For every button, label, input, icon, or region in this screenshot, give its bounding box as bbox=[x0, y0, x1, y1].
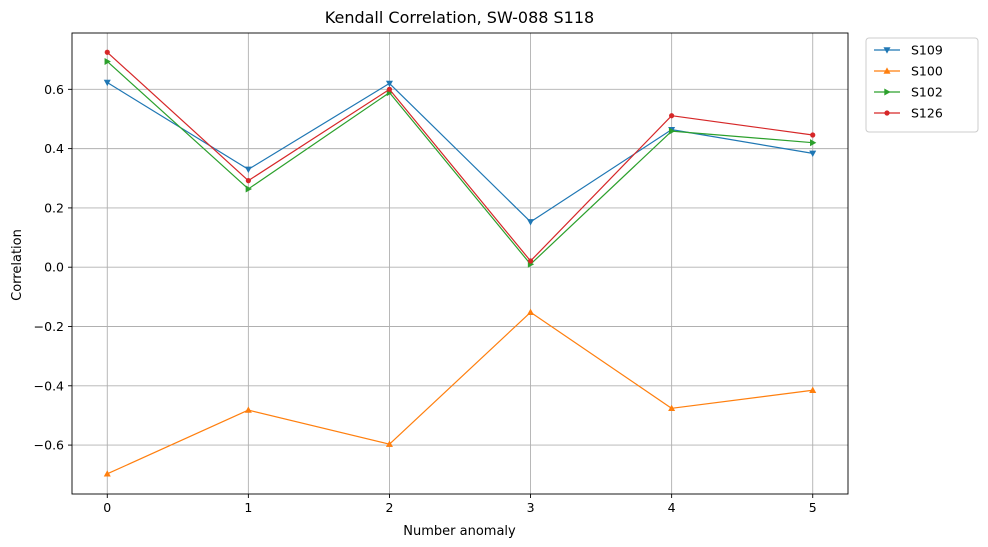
legend-label-s102: S102 bbox=[911, 85, 943, 100]
y-tick-label: −0.6 bbox=[34, 438, 64, 453]
y-tick-label: −0.2 bbox=[34, 319, 64, 334]
x-tick-label: 2 bbox=[385, 500, 393, 515]
data-point-s102 bbox=[245, 185, 252, 193]
data-point-s109 bbox=[527, 219, 535, 226]
x-axis-label: Number anomaly bbox=[403, 524, 516, 539]
data-point-s109 bbox=[244, 166, 252, 173]
data-point-s102 bbox=[668, 127, 676, 135]
legend-item-s126: S126 bbox=[874, 106, 943, 121]
data-point-s109 bbox=[103, 79, 111, 87]
legend: S109 S100 S102 S126 bbox=[865, 37, 979, 133]
series-s126 bbox=[104, 49, 816, 264]
legend-marker-s102 bbox=[884, 88, 891, 96]
legend-marker-s109 bbox=[883, 47, 891, 54]
y-tick-label: 0.6 bbox=[44, 82, 64, 97]
x-tick-label: 0 bbox=[103, 500, 111, 515]
data-point-s100 bbox=[385, 440, 393, 447]
legend-item-s109: S109 bbox=[874, 43, 943, 58]
legend-marker-s100 bbox=[883, 67, 891, 74]
x-tick-label: 5 bbox=[809, 500, 817, 515]
data-point-s126 bbox=[104, 49, 110, 55]
plot-frame bbox=[71, 32, 849, 495]
data-point-s100 bbox=[103, 470, 111, 477]
data-point-s100 bbox=[809, 386, 817, 393]
y-tick-label: 0.4 bbox=[44, 141, 64, 156]
series-s109 bbox=[103, 79, 817, 226]
x-tick-label: 1 bbox=[244, 500, 252, 515]
data-point-s109 bbox=[809, 150, 817, 157]
axis-ticks: 0 1 2 3 4 5 −0.6 −0.4 −0.2 0.0 0.2 0.4 0.6 bbox=[34, 82, 817, 515]
data-point-s126 bbox=[245, 178, 251, 184]
data-point-s100 bbox=[244, 406, 252, 413]
legend-item-s100: S100 bbox=[874, 64, 943, 79]
legend-item-s102: S102 bbox=[874, 85, 943, 100]
y-axis-label: Correlation bbox=[10, 229, 25, 301]
series-line-s102 bbox=[106, 61, 813, 265]
data-point-s102 bbox=[104, 57, 111, 65]
data-point-s126 bbox=[527, 258, 534, 264]
series-s100 bbox=[103, 308, 817, 477]
legend-marker-s126 bbox=[884, 110, 890, 116]
data-point-s100 bbox=[668, 404, 676, 412]
legend-box bbox=[865, 37, 979, 133]
y-tick-label: 0.0 bbox=[44, 260, 64, 275]
legend-label-s126: S126 bbox=[911, 106, 943, 121]
series-line-s126 bbox=[106, 51, 813, 262]
x-tick-label: 3 bbox=[527, 500, 535, 515]
series-group bbox=[103, 49, 817, 477]
series-line-s100 bbox=[107, 311, 813, 475]
legend-label-s100: S100 bbox=[911, 64, 943, 79]
data-point-s100 bbox=[527, 308, 535, 315]
chart-title: Kendall Correlation, SW-088 S118 bbox=[325, 8, 594, 27]
y-tick-label: −0.4 bbox=[34, 378, 64, 393]
grid bbox=[72, 33, 848, 494]
data-point-s102 bbox=[810, 139, 817, 147]
data-point-s126 bbox=[669, 113, 675, 119]
y-tick-label: 0.2 bbox=[44, 200, 64, 215]
legend-label-s109: S109 bbox=[911, 43, 943, 58]
data-point-s126 bbox=[386, 86, 393, 92]
data-point-s109 bbox=[385, 80, 393, 88]
x-tick-label: 4 bbox=[668, 500, 676, 515]
series-line-s109 bbox=[106, 81, 813, 223]
data-point-s126 bbox=[810, 132, 816, 138]
